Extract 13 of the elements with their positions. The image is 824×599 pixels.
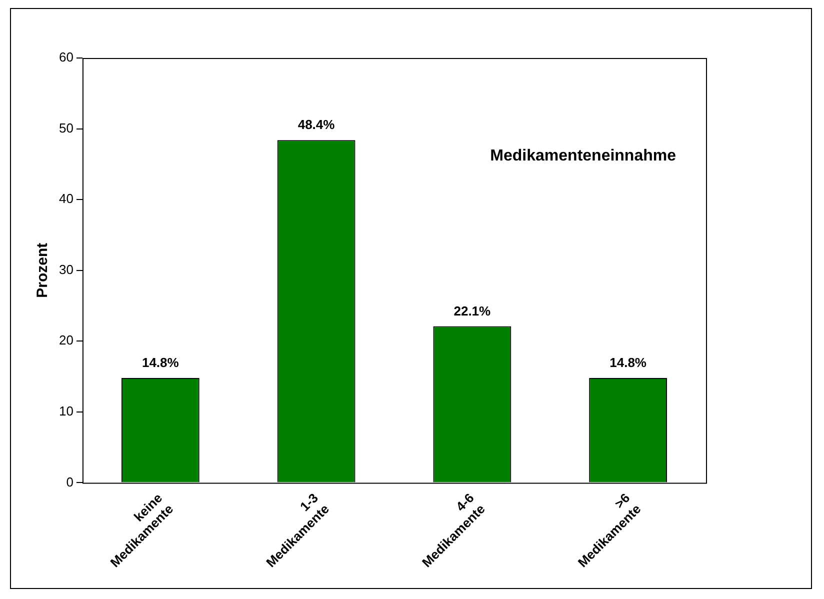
y-tick-label: 50: [58, 120, 74, 136]
y-tick-label: 10: [58, 403, 74, 418]
y-axis-title: Prozent: [34, 242, 52, 298]
data-label: 14.8%: [142, 355, 180, 370]
data-label: 48.4%: [298, 117, 336, 132]
y-tick-label: 40: [58, 191, 74, 206]
y-tick-label: 20: [58, 332, 74, 348]
y-tick-label: 0: [66, 474, 74, 490]
data-label: 14.8%: [610, 355, 647, 370]
y-tick-label: 30: [58, 262, 74, 277]
y-tick-label: 60: [58, 50, 74, 65]
text: Medikamenteneinnahme: [490, 147, 676, 164]
data-label: 22.1%: [454, 303, 492, 318]
